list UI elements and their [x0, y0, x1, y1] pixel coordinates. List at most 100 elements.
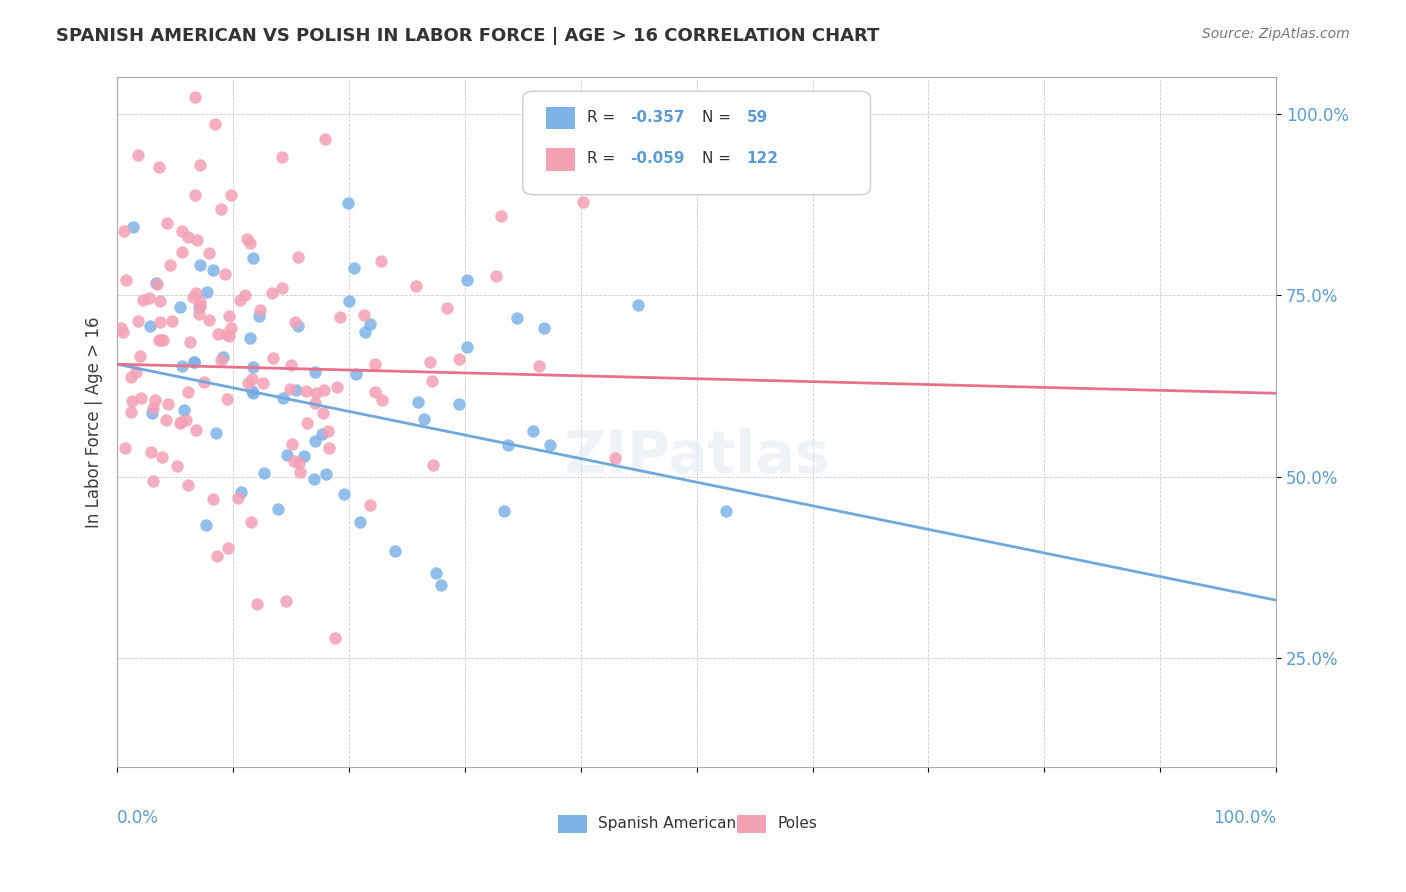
Point [141, 406, 163, 420]
Point [124, 365, 146, 379]
Point [456, 341, 478, 355]
Point [419, 355, 441, 369]
Point [169, 417, 191, 431]
Point [143, 392, 166, 407]
Point [316, 425, 339, 439]
Point [149, 315, 172, 329]
Text: 59: 59 [747, 110, 768, 125]
Point [527, 359, 550, 373]
Point [169, 301, 191, 315]
Point [179, 335, 201, 350]
Point [145, 276, 167, 290]
Point [235, 231, 257, 245]
Point [288, 456, 311, 470]
Point [420, 375, 443, 389]
Point [215, 327, 238, 342]
Point [146, 277, 169, 292]
Point [305, 385, 328, 400]
Point [132, 293, 155, 307]
Point [714, 504, 737, 518]
Point [156, 216, 179, 230]
Point [349, 515, 371, 529]
Point [343, 260, 366, 275]
Point [325, 380, 347, 394]
Text: ZIPatlas: ZIPatlas [564, 428, 830, 485]
Point [127, 147, 149, 161]
Point [285, 384, 308, 398]
Text: R =: R = [586, 110, 620, 125]
Point [242, 359, 264, 374]
Point [152, 333, 174, 347]
Point [217, 541, 239, 555]
Point [283, 453, 305, 467]
Point [359, 317, 381, 331]
Point [304, 434, 326, 449]
Point [485, 269, 508, 284]
Point [228, 293, 250, 307]
Point [311, 427, 333, 442]
FancyBboxPatch shape [737, 815, 766, 832]
Point [173, 402, 195, 417]
Point [233, 288, 256, 302]
Point [364, 357, 387, 371]
Text: 100.0%: 100.0% [1213, 808, 1277, 827]
Point [492, 504, 515, 518]
Point [506, 310, 529, 325]
Text: -0.357: -0.357 [630, 110, 685, 125]
Point [271, 391, 294, 405]
Point [364, 384, 387, 399]
Point [177, 385, 200, 400]
Point [207, 326, 229, 341]
Point [253, 467, 276, 481]
Point [128, 349, 150, 363]
Point [271, 281, 294, 295]
Point [141, 444, 163, 458]
Point [371, 392, 394, 407]
Point [188, 299, 211, 313]
Point [149, 293, 172, 308]
Text: 122: 122 [747, 152, 779, 166]
Point [188, 300, 211, 314]
FancyBboxPatch shape [558, 815, 586, 832]
Point [138, 291, 160, 305]
Point [194, 518, 217, 533]
Text: Poles: Poles [778, 816, 818, 831]
Point [344, 368, 367, 382]
Point [139, 319, 162, 334]
Point [110, 320, 132, 334]
Point [370, 254, 392, 268]
Point [129, 391, 152, 405]
Text: -0.059: -0.059 [630, 152, 685, 166]
Point [522, 424, 544, 438]
Point [384, 543, 406, 558]
Point [323, 632, 346, 646]
Point [626, 298, 648, 312]
Point [150, 333, 173, 347]
Point [238, 376, 260, 390]
Point [314, 132, 336, 146]
Point [184, 285, 207, 300]
Point [197, 313, 219, 327]
Point [114, 442, 136, 456]
Point [127, 313, 149, 327]
Point [312, 383, 335, 397]
Point [304, 473, 326, 487]
Point [183, 290, 205, 304]
Point [295, 384, 318, 398]
Point [315, 467, 337, 482]
Point [603, 450, 626, 465]
Point [281, 437, 304, 451]
Point [121, 219, 143, 234]
Point [405, 279, 427, 293]
FancyBboxPatch shape [523, 91, 870, 194]
Point [295, 416, 318, 430]
Point [271, 150, 294, 164]
Point [205, 549, 228, 564]
Point [148, 160, 170, 174]
Point [304, 396, 326, 410]
Point [260, 285, 283, 300]
Point [162, 313, 184, 327]
Point [188, 258, 211, 272]
Point [170, 359, 193, 373]
Point [183, 355, 205, 369]
